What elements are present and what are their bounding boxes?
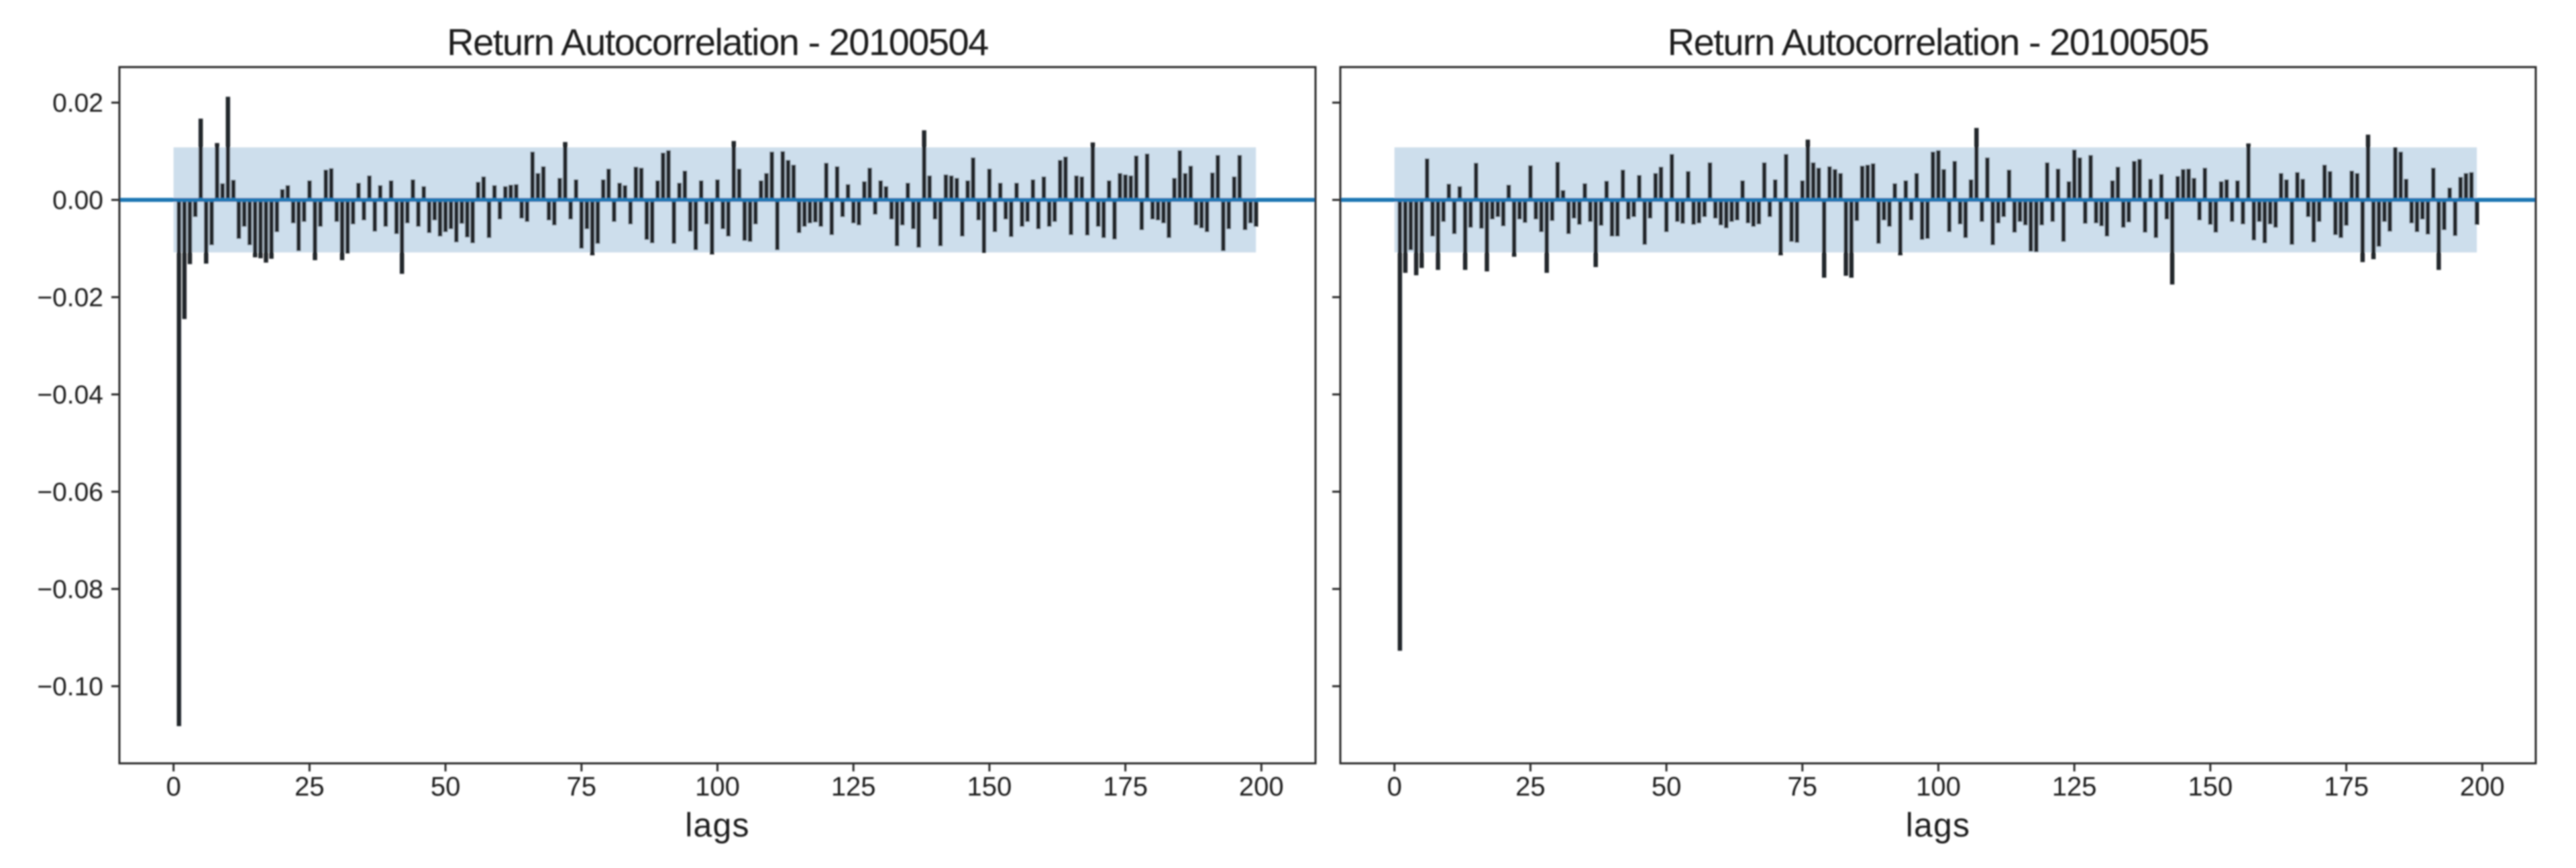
- svg-text:0.02: 0.02: [52, 89, 103, 118]
- svg-text:Return Autocorrelation - 20100: Return Autocorrelation - 20100504: [447, 21, 988, 63]
- svg-text:−0.10: −0.10: [37, 673, 103, 702]
- svg-text:100: 100: [695, 772, 740, 802]
- svg-text:0: 0: [1387, 772, 1402, 802]
- svg-text:−0.08: −0.08: [37, 576, 103, 604]
- svg-text:75: 75: [1788, 772, 1818, 802]
- svg-text:25: 25: [1515, 772, 1546, 802]
- svg-text:75: 75: [567, 772, 597, 802]
- svg-text:−0.02: −0.02: [37, 284, 103, 313]
- svg-text:0.00: 0.00: [52, 186, 103, 215]
- svg-text:175: 175: [2324, 772, 2369, 802]
- svg-text:175: 175: [1103, 772, 1148, 802]
- svg-text:150: 150: [967, 772, 1012, 802]
- svg-text:50: 50: [1652, 772, 1682, 802]
- svg-text:150: 150: [2188, 772, 2233, 802]
- svg-text:−0.06: −0.06: [37, 478, 103, 507]
- svg-text:−0.04: −0.04: [37, 381, 103, 410]
- svg-text:0: 0: [166, 772, 181, 802]
- svg-text:125: 125: [831, 772, 876, 802]
- svg-text:125: 125: [2052, 772, 2097, 802]
- svg-text:Return Autocorrelation - 20100: Return Autocorrelation - 20100505: [1668, 21, 2209, 63]
- svg-text:lags: lags: [1906, 806, 1971, 844]
- svg-text:25: 25: [294, 772, 325, 802]
- svg-text:200: 200: [2460, 772, 2505, 802]
- svg-text:100: 100: [1916, 772, 1961, 802]
- svg-text:lags: lags: [685, 806, 750, 844]
- svg-text:200: 200: [1239, 772, 1284, 802]
- svg-text:50: 50: [431, 772, 461, 802]
